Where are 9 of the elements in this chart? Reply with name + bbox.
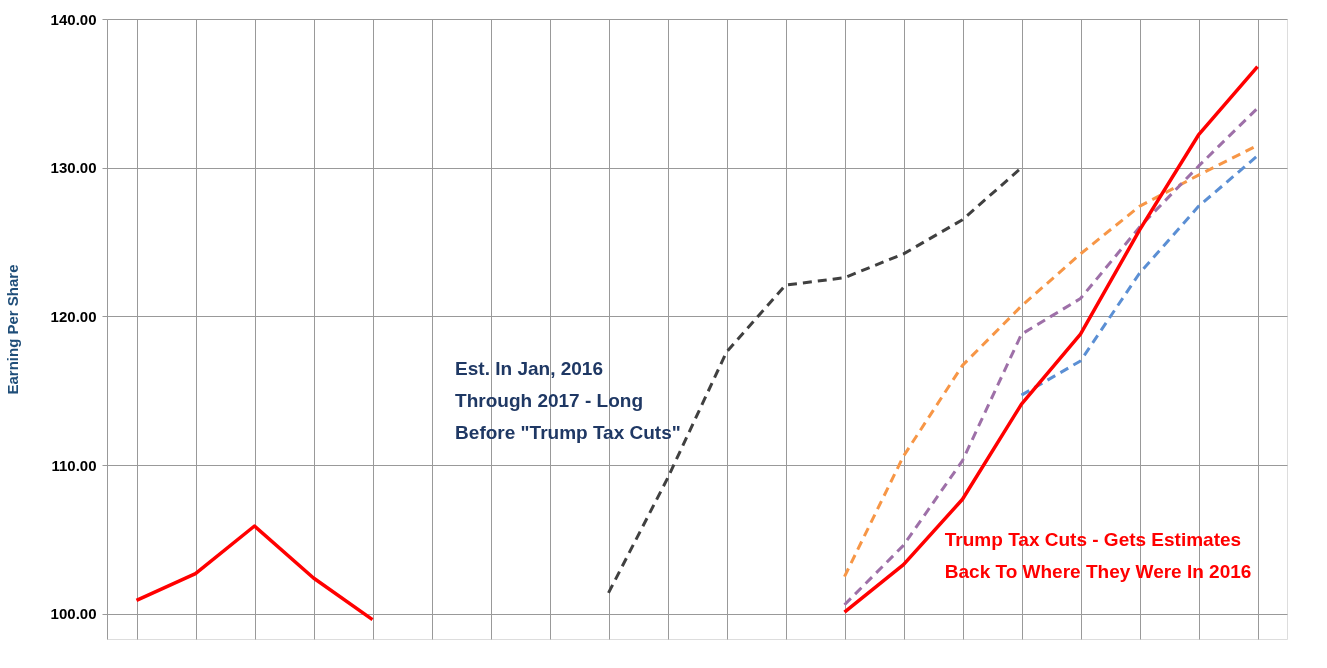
line-series (1020, 154, 1259, 397)
y-tick-label: 130.00 (50, 159, 97, 177)
y-tick-label: 120.00 (50, 307, 97, 325)
annotation: Est. In Jan, 2016 Through 2017 - Long Before "Trump Tax Cuts" (455, 358, 681, 443)
y-tick-label: 110.00 (51, 456, 97, 474)
y-tick-label: 100.00 (50, 605, 97, 623)
y-tick-label: 140.00 (50, 10, 97, 28)
y-axis-title: Earning Per Share (3, 264, 21, 395)
annotation: Trump Tax Cuts - Gets Estimates Back To Where They Were In 2016 (944, 529, 1252, 583)
